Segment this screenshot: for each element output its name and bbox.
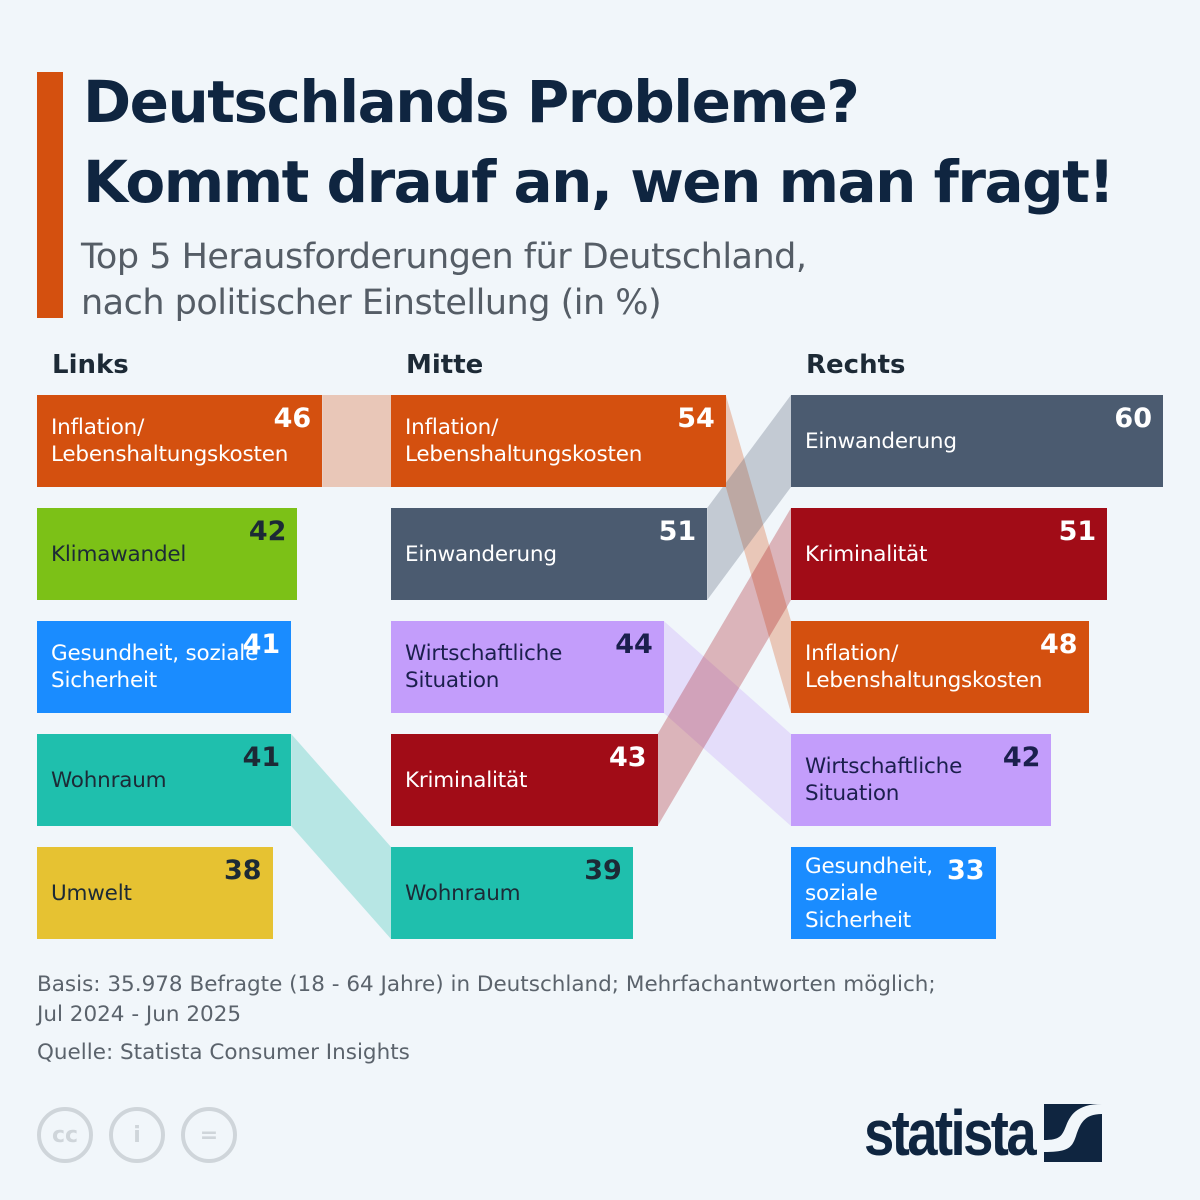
connector-ribbon xyxy=(725,395,791,713)
data-label: 41 xyxy=(242,629,281,660)
bar-label: Kriminalität xyxy=(405,767,528,793)
bar-label: Inflation/ Lebenshaltungskosten xyxy=(805,641,1043,693)
connector-ribbon xyxy=(663,621,791,826)
bar: Einwanderung 60 xyxy=(791,395,1163,487)
data-label: 44 xyxy=(615,629,653,660)
footnote-basis: Basis: 35.978 Befragte (18 - 64 Jahre) i… xyxy=(37,970,936,1030)
title-line-2: Kommt drauf an, wen man fragt! xyxy=(83,148,1115,216)
bar-label: Wirtschaftliche Situation xyxy=(805,754,963,806)
bar: Inflation/ Lebenshaltungskosten 46 xyxy=(37,395,323,487)
column-header-mitte: Mitte xyxy=(406,350,484,380)
data-label: 42 xyxy=(248,516,287,547)
column-header-rechts: Rechts xyxy=(806,350,906,380)
footnote-basis-line-2: Jul 2024 - Jun 2025 xyxy=(37,1002,242,1027)
statista-logo[interactable]: statista xyxy=(864,1096,1103,1170)
subtitle-line-2: nach politischer Einstellung (in %) xyxy=(81,283,662,323)
data-label: 51 xyxy=(658,516,697,547)
bar-label: Wohnraum xyxy=(405,880,521,906)
data-label: 60 xyxy=(1114,403,1152,434)
data-label: 54 xyxy=(677,403,715,434)
bar-label: Wirtschaftliche Situation xyxy=(405,641,563,693)
bar: Kriminalität 43 xyxy=(391,734,658,826)
bar-label: Kriminalität xyxy=(805,541,928,567)
bar-label: Einwanderung xyxy=(405,541,557,567)
data-label: 33 xyxy=(947,855,985,886)
footnote-basis-line-1: Basis: 35.978 Befragte (18 - 64 Jahre) i… xyxy=(37,972,936,997)
bar: Gesundheit, soziale Sicherheit 33 xyxy=(791,847,996,939)
data-label: 38 xyxy=(224,855,262,886)
bar: Inflation/ Lebenshaltungskosten 48 xyxy=(791,621,1089,713)
bar: Wohnraum 39 xyxy=(391,847,633,939)
statista-logo-icon xyxy=(1044,1104,1103,1162)
footnote-source: Quelle: Statista Consumer Insights xyxy=(37,1040,410,1065)
bar: Gesundheit, soziale Sicherheit 41 xyxy=(37,621,292,713)
license-icons[interactable]: cc i = xyxy=(37,1107,237,1163)
accent-bar xyxy=(37,72,63,318)
connector-ribbon xyxy=(657,508,791,826)
bar-label: Umwelt xyxy=(51,880,132,906)
no-derivatives-icon[interactable]: = xyxy=(181,1107,237,1163)
bar: Einwanderung 51 xyxy=(391,508,708,600)
bar: Umwelt 38 xyxy=(37,847,273,939)
bar: Kriminalität 51 xyxy=(791,508,1108,600)
bar: Wirtschaftliche Situation 44 xyxy=(391,621,664,713)
data-label: 42 xyxy=(1002,742,1041,773)
bar-label: Klimawandel xyxy=(51,541,187,567)
bar-label: Gesundheit, soziale Sicherheit xyxy=(805,853,933,933)
attribution-icon[interactable]: i xyxy=(109,1107,165,1163)
subtitle: Top 5 Herausforderungen für Deutschland,… xyxy=(81,234,807,326)
data-label: 48 xyxy=(1040,629,1078,660)
bar-label: Inflation/ Lebenshaltungskosten xyxy=(405,415,643,467)
bar: Wohnraum 41 xyxy=(37,734,292,826)
bar: Wirtschaftliche Situation 42 xyxy=(791,734,1052,826)
connector-ribbon xyxy=(291,734,391,939)
connector-ribbon xyxy=(707,395,791,600)
bar: Inflation/ Lebenshaltungskosten 54 xyxy=(391,395,726,487)
data-label: 41 xyxy=(242,742,281,773)
title-line-1: Deutschlands Probleme? xyxy=(83,68,860,136)
bar-label: Einwanderung xyxy=(805,428,957,454)
data-label: 51 xyxy=(1058,516,1097,547)
bar-label: Inflation/ Lebenshaltungskosten xyxy=(51,415,289,467)
column-header-links: Links xyxy=(52,350,129,380)
bar: Klimawandel 42 xyxy=(37,508,298,600)
bar-label: Gesundheit, soziale Sicherheit xyxy=(51,641,259,693)
data-label: 43 xyxy=(609,742,647,773)
connector-ribbon xyxy=(322,395,391,487)
data-label: 39 xyxy=(584,855,622,886)
cc-icon[interactable]: cc xyxy=(37,1107,93,1163)
subtitle-line-1: Top 5 Herausforderungen für Deutschland, xyxy=(81,237,807,277)
brand-wordmark: statista xyxy=(864,1097,1037,1169)
bar-label: Wohnraum xyxy=(51,767,167,793)
page-title: Deutschlands Probleme? Kommt drauf an, w… xyxy=(83,62,1115,222)
data-label: 46 xyxy=(273,403,312,434)
